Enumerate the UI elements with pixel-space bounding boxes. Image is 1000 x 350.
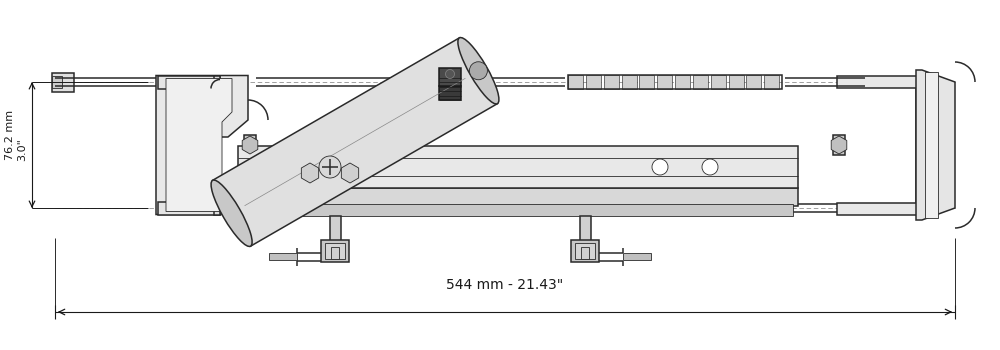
- Bar: [728, 75, 744, 89]
- Bar: [586, 75, 601, 89]
- Bar: [330, 216, 340, 241]
- Bar: [269, 253, 297, 260]
- Bar: [604, 75, 619, 89]
- Bar: [321, 240, 349, 262]
- Text: 76.2 mm: 76.2 mm: [5, 110, 15, 160]
- Bar: [764, 75, 779, 89]
- Text: 544 mm - 21.43": 544 mm - 21.43": [446, 278, 564, 292]
- Circle shape: [446, 70, 454, 78]
- Polygon shape: [213, 38, 497, 246]
- Bar: [639, 75, 654, 89]
- Circle shape: [319, 156, 341, 178]
- Bar: [52, 72, 74, 91]
- Bar: [571, 240, 599, 262]
- Bar: [622, 75, 637, 89]
- Polygon shape: [166, 78, 232, 211]
- Bar: [52, 76, 62, 88]
- Bar: [711, 75, 726, 89]
- Bar: [580, 216, 590, 241]
- Bar: [833, 135, 845, 155]
- Ellipse shape: [211, 180, 252, 246]
- Bar: [693, 75, 708, 89]
- Bar: [575, 243, 595, 259]
- Bar: [581, 247, 589, 259]
- Circle shape: [702, 159, 718, 175]
- Bar: [623, 253, 651, 260]
- Bar: [568, 75, 583, 89]
- Circle shape: [652, 159, 668, 175]
- Bar: [657, 75, 672, 89]
- Bar: [439, 86, 461, 100]
- Bar: [675, 75, 690, 89]
- Polygon shape: [837, 76, 922, 215]
- Bar: [238, 146, 798, 188]
- Circle shape: [469, 62, 487, 80]
- Bar: [439, 68, 461, 86]
- Polygon shape: [925, 72, 938, 218]
- Text: 3.0": 3.0": [17, 139, 27, 161]
- Bar: [331, 247, 339, 259]
- Polygon shape: [156, 76, 248, 215]
- Bar: [158, 76, 220, 89]
- Bar: [244, 135, 256, 155]
- Bar: [325, 243, 345, 259]
- Polygon shape: [916, 70, 955, 220]
- Bar: [238, 188, 798, 206]
- Ellipse shape: [458, 37, 499, 104]
- Bar: [158, 202, 220, 215]
- Bar: [568, 75, 782, 89]
- Bar: [243, 204, 793, 216]
- Bar: [746, 75, 761, 89]
- Bar: [214, 76, 220, 215]
